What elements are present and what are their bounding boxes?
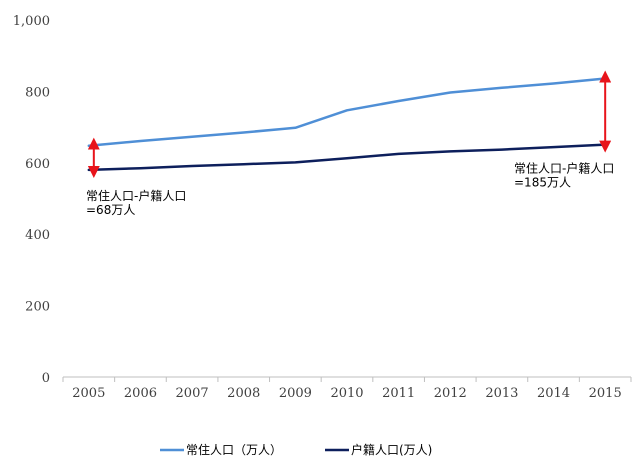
annotation-label-line1: 常住人口-户籍人口 — [514, 161, 614, 176]
y-tick-label: 800 — [25, 85, 50, 100]
legend-label-1: 户籍人口(万人) — [351, 442, 432, 457]
series-layer — [87, 77, 607, 172]
y-tick-label: 1,000 — [13, 14, 50, 29]
x-axis: 2005 2006 2007 2008 2009 2010 2011 2012 2013 2014… — [62, 376, 632, 401]
x-tick-label: 2013 — [485, 386, 518, 401]
series-line-0 — [87, 77, 607, 147]
x-tick-label: 2015 — [589, 386, 622, 401]
x-tick-label: 2011 — [382, 386, 415, 401]
x-tick-label: 2010 — [330, 386, 363, 401]
x-tick-label: 2014 — [537, 386, 570, 401]
y-tick-label: 0 — [42, 371, 50, 386]
y-tick-label: 600 — [25, 157, 50, 172]
x-tick-label: 2007 — [176, 386, 209, 401]
y-tick-label: 400 — [25, 228, 50, 243]
x-tick-label: 2012 — [434, 386, 467, 401]
annotation-label-line1: 常住人口-户籍人口 — [86, 188, 186, 203]
x-tick-label: 2006 — [124, 386, 157, 401]
y-tick-label: 200 — [25, 300, 50, 315]
x-tick-label: 2009 — [279, 386, 312, 401]
annotation-label-line2: =185万人 — [514, 176, 571, 190]
series-line-1 — [87, 143, 607, 172]
legend: 常住人口（万人） 户籍人口(万人) — [160, 442, 432, 457]
x-tick-label: 2005 — [72, 386, 105, 401]
y-axis: 0 200 400 600 800 1,000 — [13, 14, 50, 386]
annotation-label-line2: =68万人 — [86, 203, 135, 217]
x-tick-label: 2008 — [227, 386, 260, 401]
legend-label-0: 常住人口（万人） — [186, 443, 282, 457]
